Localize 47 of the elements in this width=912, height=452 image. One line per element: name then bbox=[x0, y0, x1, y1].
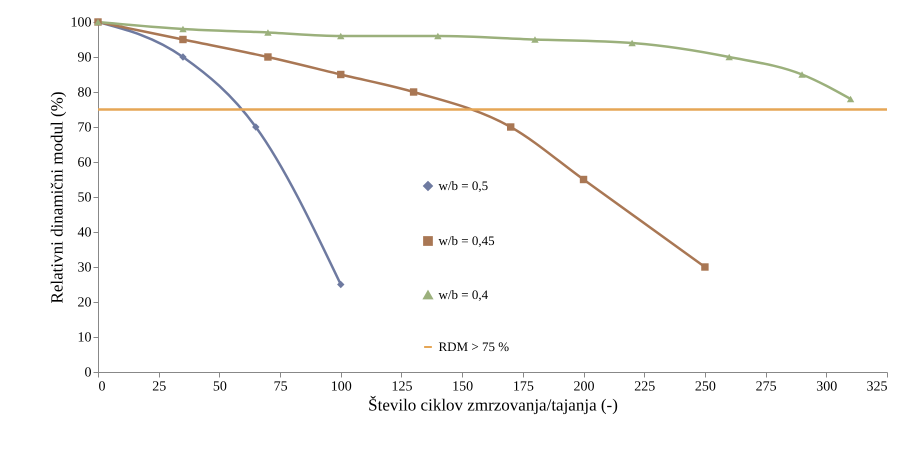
y-tick-label: 10 bbox=[78, 330, 92, 346]
point bbox=[252, 123, 260, 131]
x-tick-label: 125 bbox=[391, 380, 412, 394]
x-tick-label: 50 bbox=[212, 380, 227, 394]
point bbox=[337, 32, 344, 40]
point bbox=[410, 88, 418, 96]
x-tick-label: 325 bbox=[866, 380, 888, 394]
y-tick-label: 80 bbox=[78, 86, 92, 100]
x-tick-label: 225 bbox=[634, 380, 656, 394]
point bbox=[725, 54, 733, 60]
y-axis-title: Relativni dinamični modul (%) bbox=[48, 92, 66, 304]
point bbox=[798, 71, 806, 78]
x-tick-label: 75 bbox=[274, 380, 288, 394]
y-tick-label: 100 bbox=[70, 16, 92, 30]
y-tick-label: 60 bbox=[78, 156, 92, 170]
x-tick-label: 300 bbox=[816, 380, 838, 394]
point bbox=[434, 32, 442, 40]
y-tick-label: 90 bbox=[78, 50, 92, 66]
point bbox=[507, 123, 514, 131]
point bbox=[846, 96, 854, 102]
y-tick-label: 30 bbox=[78, 260, 92, 276]
point bbox=[179, 53, 187, 61]
point bbox=[701, 263, 709, 271]
x-tick-label: 100 bbox=[330, 380, 352, 394]
x-tick-label: 25 bbox=[152, 380, 166, 394]
legend-label: w/b = 0,4 bbox=[438, 287, 489, 302]
x-tick-label: 150 bbox=[452, 380, 474, 394]
point bbox=[179, 26, 187, 32]
y-tick-label: 70 bbox=[78, 120, 92, 136]
point bbox=[628, 40, 636, 46]
y-tick-label: 0 bbox=[84, 366, 92, 380]
point bbox=[264, 53, 272, 61]
y-tick-label: 40 bbox=[78, 226, 92, 240]
legend-label: w/b = 0,45 bbox=[438, 233, 495, 248]
point bbox=[337, 70, 344, 78]
x-tick-label: 250 bbox=[694, 380, 716, 394]
point bbox=[264, 29, 272, 36]
legend-label: w/b = 0,5 bbox=[438, 178, 488, 193]
legend-label: RDM > 75 % bbox=[438, 339, 510, 354]
x-tick-label: 275 bbox=[756, 380, 777, 394]
y-tick-label: 20 bbox=[78, 296, 92, 310]
x-tick-label: 175 bbox=[512, 380, 534, 394]
x-tick-label: 0 bbox=[98, 380, 106, 394]
y-tick-label: 50 bbox=[78, 190, 92, 206]
point bbox=[531, 36, 539, 43]
x-tick-label: 200 bbox=[574, 380, 595, 394]
x-axis-title: Število ciklov zmrzovanja/tajanja (-) bbox=[368, 396, 618, 414]
